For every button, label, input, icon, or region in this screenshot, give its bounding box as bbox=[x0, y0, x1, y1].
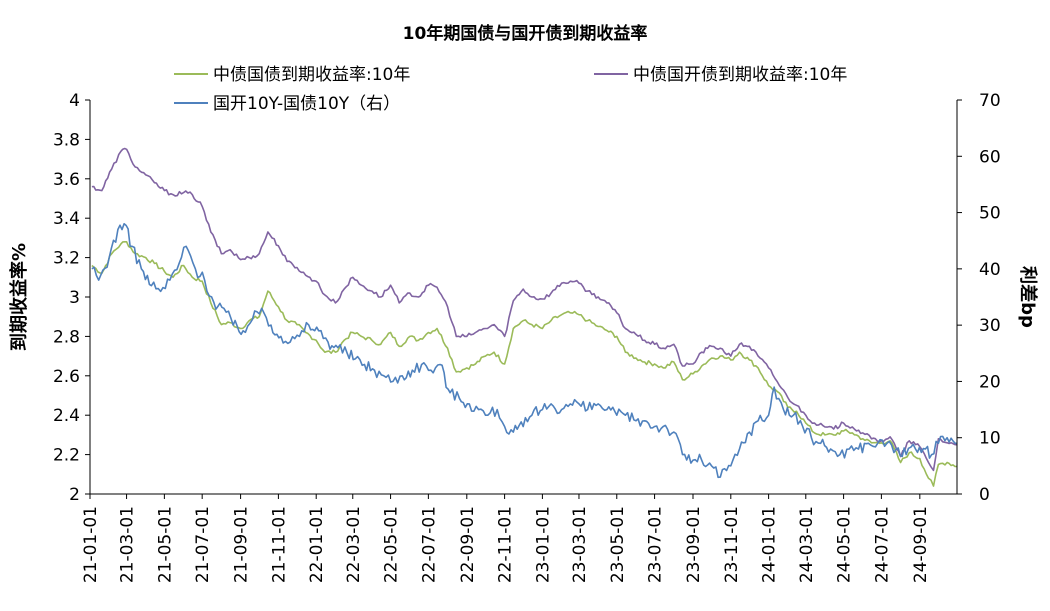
x-tick-label: 22-01-01 bbox=[307, 506, 327, 583]
right-axis-title: 利差bp bbox=[1017, 266, 1039, 328]
x-tick-label: 22-09-01 bbox=[458, 506, 478, 583]
left-tick-label: 3.8 bbox=[53, 130, 80, 150]
right-tick-label: 60 bbox=[979, 147, 1001, 167]
legend: 中债国债到期收益率:10年 中债国开债到期收益率:10年 国开10Y-国债10Y… bbox=[174, 65, 847, 114]
plot-lines bbox=[91, 147, 958, 487]
x-tick-label: 21-03-01 bbox=[118, 506, 138, 583]
left-tick-label: 4 bbox=[69, 91, 80, 111]
right-tick-label: 40 bbox=[979, 260, 1001, 280]
legend-label-cgb: 中债国债到期收益率:10年 bbox=[213, 65, 410, 85]
left-tick-label: 2.8 bbox=[53, 327, 80, 347]
right-tick-label: 20 bbox=[979, 372, 1001, 392]
x-tick-label: 21-05-01 bbox=[155, 506, 175, 583]
series-line-1 bbox=[91, 147, 958, 472]
x-tick-label: 24-05-01 bbox=[835, 506, 855, 583]
x-tick-label: 21-01-01 bbox=[81, 506, 101, 583]
x-tick-label: 23-03-01 bbox=[570, 506, 590, 583]
left-tick-label: 2.6 bbox=[53, 367, 80, 387]
left-tick-label: 2.4 bbox=[53, 406, 80, 426]
right-tick-label: 10 bbox=[979, 429, 1001, 449]
x-tick-label: 23-09-01 bbox=[684, 506, 704, 583]
left-tick-label: 2.2 bbox=[53, 446, 80, 466]
x-tick-label: 22-07-01 bbox=[419, 506, 439, 583]
x-tick-label: 22-05-01 bbox=[382, 506, 402, 583]
x-tick-label: 23-05-01 bbox=[608, 506, 628, 583]
left-axis-title: 到期收益率% bbox=[8, 243, 30, 351]
left-tick-label: 3 bbox=[69, 288, 80, 308]
right-tick-labels: 0 10 20 30 40 50 60 70 bbox=[957, 91, 1001, 505]
left-tick-label: 3.4 bbox=[53, 209, 80, 229]
left-tick-label: 2 bbox=[69, 485, 80, 505]
x-tick-label: 23-01-01 bbox=[533, 506, 553, 583]
series-line-2 bbox=[91, 223, 958, 479]
x-tick-label: 23-07-01 bbox=[646, 506, 666, 583]
series-line-0 bbox=[91, 241, 958, 487]
x-tick-label: 21-09-01 bbox=[232, 506, 252, 583]
x-tick-label: 21-07-01 bbox=[193, 506, 213, 583]
x-tick-label: 22-03-01 bbox=[344, 506, 364, 583]
right-tick-label: 0 bbox=[979, 485, 990, 505]
x-tick-label: 23-11-01 bbox=[722, 506, 742, 583]
x-tick-label: 24-07-01 bbox=[872, 506, 892, 583]
left-tick-label: 3.2 bbox=[53, 249, 80, 269]
left-tick-label: 3.6 bbox=[53, 170, 80, 190]
x-tick-label: 22-11-01 bbox=[496, 506, 516, 583]
left-tick-labels: 2 2.2 2.4 2.6 2.8 3 3.2 3.4 3.6 3.8 4 bbox=[53, 91, 90, 505]
legend-label-spread: 国开10Y-国债10Y（右） bbox=[213, 94, 400, 114]
right-tick-label: 50 bbox=[979, 204, 1001, 224]
chart-title: 10年期国债与国开债到期收益率 bbox=[403, 23, 648, 44]
x-tick-label: 24-09-01 bbox=[911, 506, 931, 583]
legend-label-cdb: 中债国开债到期收益率:10年 bbox=[633, 65, 847, 85]
x-tick-label: 21-11-01 bbox=[269, 506, 289, 583]
x-tick-labels: 21-01-01 21-03-01 21-05-01 21-07-01 21-09-01… bbox=[81, 494, 931, 583]
x-tick-label: 24-03-01 bbox=[797, 506, 817, 583]
right-tick-label: 70 bbox=[979, 91, 1001, 111]
x-tick-label: 24-01-01 bbox=[760, 506, 780, 583]
right-tick-label: 30 bbox=[979, 316, 1001, 336]
